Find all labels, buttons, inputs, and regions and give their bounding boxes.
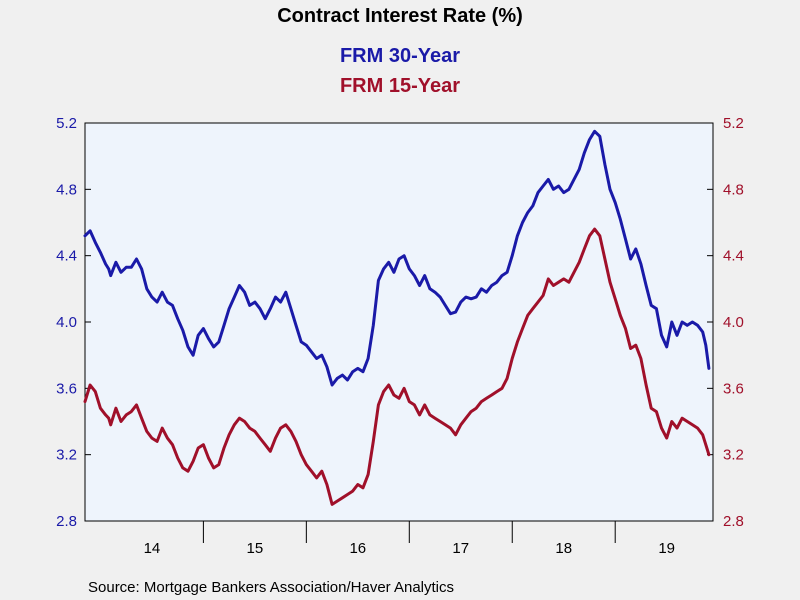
legend-entry-frm-15-year: FRM 15-Year [340,75,460,97]
right-tick-label: 5.2 [723,115,744,132]
left-axis: 5.2 4.8 4.4 4.0 3.6 3.2 2.8 [56,115,91,530]
series-line-frm-30-year [83,129,711,387]
source-note: Source: Mortgage Bankers Association/Hav… [88,579,454,596]
x-tick-label: 14 [144,540,161,557]
left-tick-label: 3.6 [56,380,77,397]
x-axis: 14 15 16 17 18 19 [144,521,675,557]
right-tick-label: 3.6 [723,380,744,397]
right-tick-label: 4.0 [723,314,744,331]
left-tick-label: 4.8 [56,181,77,198]
x-tick-label: 18 [555,540,572,557]
x-tick-label: 16 [349,540,366,557]
right-axis: 5.2 4.8 4.4 4.0 3.6 3.2 2.8 [707,115,744,530]
series-line-frm-15-year [83,227,711,506]
x-tick-label: 19 [658,540,675,557]
left-tick-label: 3.2 [56,447,77,464]
legend-entry-frm-30-year: FRM 30-Year [340,45,460,67]
x-tick-label: 17 [452,540,469,557]
left-tick-label: 4.4 [56,248,77,265]
right-tick-label: 2.8 [723,513,744,530]
chart-title: Contract Interest Rate (%) [277,5,523,27]
left-tick-label: 5.2 [56,115,77,132]
left-tick-label: 4.0 [56,314,77,331]
right-tick-label: 3.2 [723,447,744,464]
x-tick-label: 15 [247,540,264,557]
right-tick-label: 4.8 [723,181,744,198]
left-tick-label: 2.8 [56,513,77,530]
right-tick-label: 4.4 [723,248,744,265]
plot-area [84,122,714,522]
